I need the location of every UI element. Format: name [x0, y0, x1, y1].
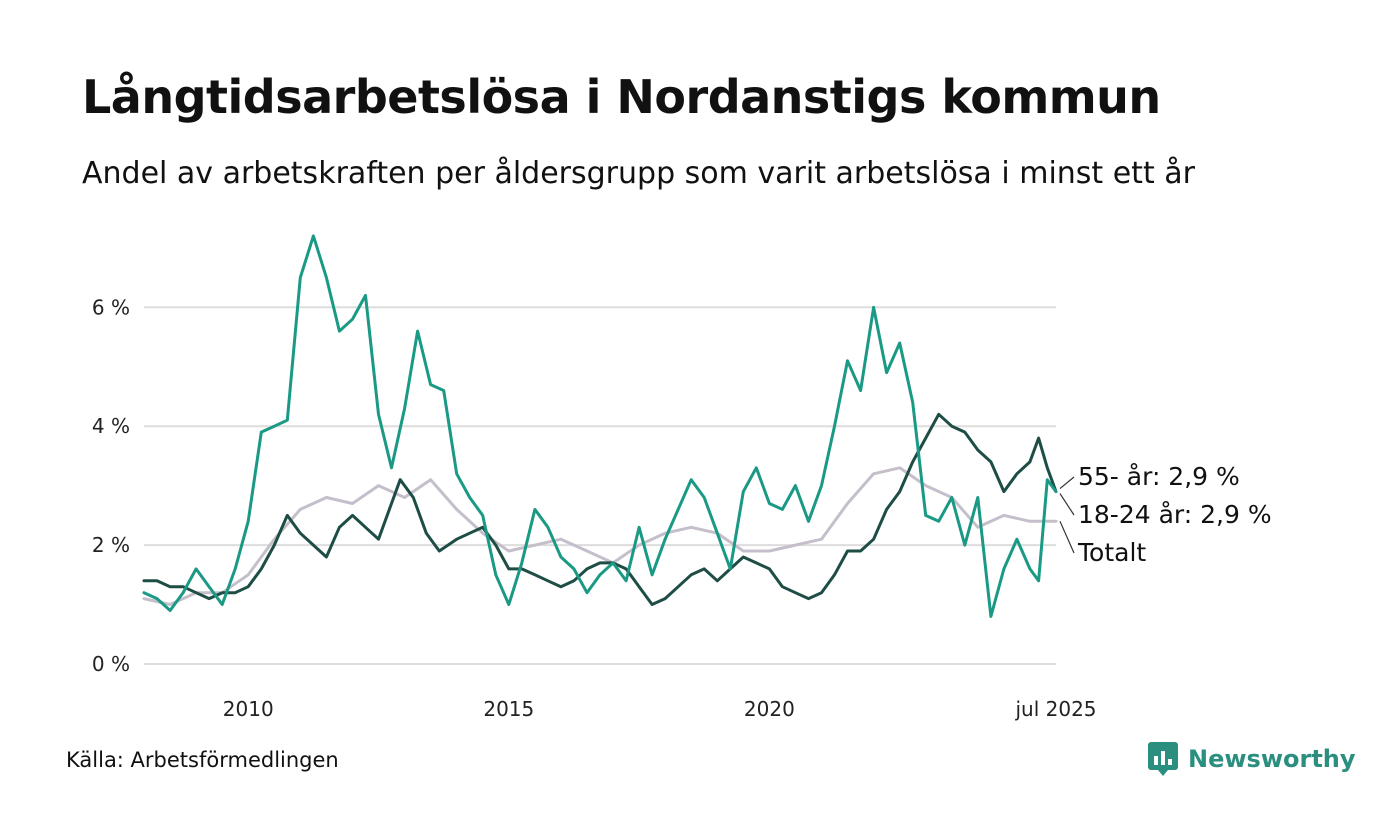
end-label-connector [1059, 493, 1075, 516]
newsworthy-logo-icon [1148, 742, 1178, 776]
brand[interactable]: Newsworthy [1148, 742, 1356, 776]
brand-name: Newsworthy [1188, 745, 1356, 773]
y-axis-ticks: 0 % 2 % 4 % 6 % [92, 295, 130, 676]
end-label-total: Totalt [1077, 538, 1146, 567]
x-tick-label: jul 2025 [1014, 697, 1096, 721]
end-labels: 55- år: 2,9 % 18-24 år: 2,9 % Totalt [1059, 462, 1272, 567]
end-label-55-: 55- år: 2,9 % [1078, 462, 1240, 491]
y-tick-label: 0 % [92, 652, 130, 676]
gridlines [144, 306, 1056, 665]
source-note: Källa: Arbetsförmedlingen [66, 748, 339, 772]
x-tick-label: 2020 [744, 697, 795, 721]
end-label-18-24: 18-24 år: 2,9 % [1078, 500, 1272, 529]
end-label-connector [1059, 521, 1075, 554]
series-lines [142, 234, 1058, 618]
y-tick-label: 6 % [92, 295, 130, 319]
y-tick-label: 2 % [92, 533, 130, 557]
x-tick-label: 2015 [483, 697, 534, 721]
series-line-55- [142, 412, 1058, 606]
series-line-18-24 [142, 234, 1058, 618]
end-label-connector [1059, 476, 1075, 490]
page-subtitle: Andel av arbetskraften per åldersgrupp s… [82, 156, 1195, 191]
y-tick-label: 4 % [92, 414, 130, 438]
page-title: Långtidsarbetslösa i Nordanstigs kommun [82, 70, 1161, 124]
x-axis-ticks: 2010 2015 2020 jul 2025 [223, 697, 1097, 721]
series-line-total [142, 466, 1058, 606]
x-tick-label: 2010 [223, 697, 274, 721]
